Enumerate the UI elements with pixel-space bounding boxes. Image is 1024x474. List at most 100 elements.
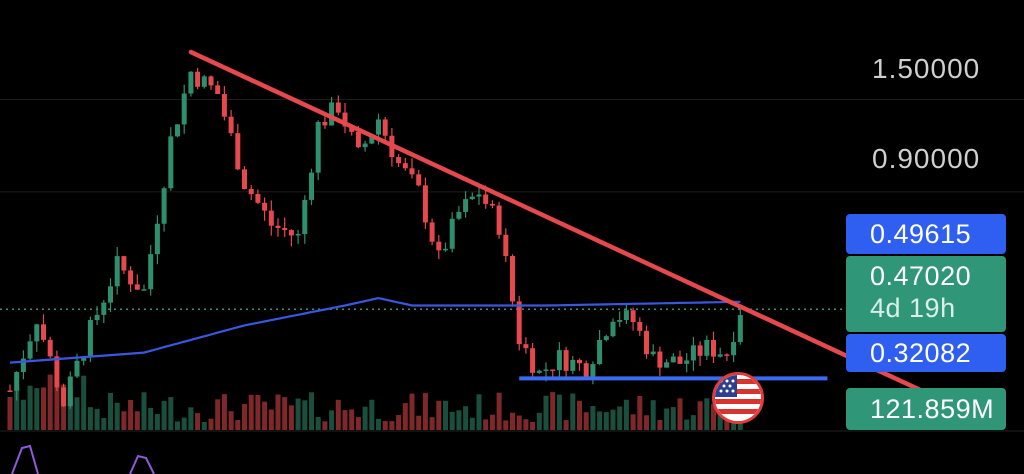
volume-bar	[416, 415, 422, 430]
candle-body	[463, 199, 469, 212]
candle	[141, 284, 147, 291]
candle-body	[302, 199, 308, 235]
candle	[496, 201, 502, 239]
volume-bar	[168, 397, 174, 430]
volume-bar	[309, 392, 314, 430]
us-flag-icon[interactable]	[712, 372, 764, 424]
candle-body	[322, 121, 328, 126]
volume-bar	[81, 375, 87, 430]
volume-bar	[315, 416, 321, 430]
candle-body	[141, 289, 147, 291]
candle-body	[248, 188, 254, 195]
candle-body	[469, 196, 475, 200]
volume-bar	[670, 407, 676, 430]
volume-bar	[543, 395, 549, 430]
volume-bar	[677, 398, 683, 430]
candle	[94, 305, 100, 325]
candle-body	[483, 194, 489, 204]
candle	[221, 86, 227, 121]
candle-body	[583, 363, 589, 379]
candle	[275, 218, 281, 237]
volume-bar	[342, 410, 348, 430]
candle-body	[610, 321, 616, 337]
candle-body	[510, 256, 515, 302]
candle-body	[489, 203, 495, 206]
candle-body	[355, 131, 361, 148]
candle	[175, 124, 180, 138]
volume-bar	[376, 418, 381, 430]
candle	[704, 335, 710, 361]
candle	[101, 300, 107, 324]
candle-body	[121, 256, 127, 271]
oscillator-strip	[0, 430, 1024, 474]
candle	[322, 116, 328, 129]
volume-bar	[74, 397, 80, 430]
candle-body	[7, 390, 13, 393]
candle	[54, 350, 60, 392]
volume-bar	[362, 406, 368, 430]
candle	[436, 235, 442, 260]
volume-bar	[583, 412, 589, 430]
candle	[409, 158, 415, 179]
candle	[523, 337, 529, 354]
candle-body	[690, 345, 696, 361]
candle	[342, 102, 348, 134]
candle-body	[670, 356, 676, 363]
candle	[235, 123, 241, 171]
volume-bar	[697, 401, 703, 430]
volume-bar	[597, 411, 603, 430]
last-price-tag: 0.47020 4d 19h	[846, 256, 1006, 332]
volume-bar	[195, 413, 201, 430]
volume-bar	[349, 409, 355, 430]
volume-bar	[134, 411, 140, 430]
volume-bar	[456, 410, 462, 430]
candle-body	[41, 324, 46, 340]
candle-body	[543, 369, 549, 371]
candle	[577, 358, 582, 371]
volume-bar	[14, 387, 20, 430]
volume-bar	[396, 415, 402, 430]
candle	[248, 184, 254, 201]
candle-body	[262, 202, 268, 211]
volume-bar	[389, 421, 395, 430]
candle	[128, 266, 134, 292]
drawn-lines[interactable]	[188, 49, 937, 399]
us-flag-graphic	[715, 375, 761, 421]
candle	[530, 342, 536, 378]
volume-bar	[623, 399, 629, 430]
candle	[670, 353, 676, 363]
volume-bar	[355, 417, 361, 430]
descending-trendline	[188, 49, 937, 399]
candle-body	[456, 211, 462, 219]
volume-bar	[436, 400, 442, 430]
candle	[47, 336, 53, 359]
candle-countdown: 4d 19h	[870, 293, 956, 323]
volume-bar	[530, 421, 536, 430]
candle	[208, 75, 214, 90]
candle-body	[449, 218, 455, 249]
candle	[396, 154, 402, 167]
volume-bar	[690, 415, 696, 430]
candle	[429, 218, 435, 246]
volume-bar	[322, 421, 328, 430]
candle-body	[369, 134, 375, 144]
candle	[41, 314, 46, 342]
candle-body	[516, 301, 522, 345]
candle-body	[376, 119, 381, 135]
candle	[644, 325, 649, 359]
candle-body	[396, 157, 402, 164]
candle-body	[295, 234, 301, 236]
candle	[476, 184, 482, 205]
candle-body	[503, 234, 509, 257]
candle	[657, 346, 663, 377]
volume-bar	[94, 408, 100, 430]
volume-bar	[684, 419, 690, 430]
candle-body	[335, 102, 341, 113]
candle	[610, 318, 616, 338]
candle-body	[114, 256, 120, 287]
candle-body	[181, 93, 187, 125]
volume-bar	[221, 394, 227, 430]
candle	[503, 228, 509, 262]
candle-body	[617, 320, 623, 322]
